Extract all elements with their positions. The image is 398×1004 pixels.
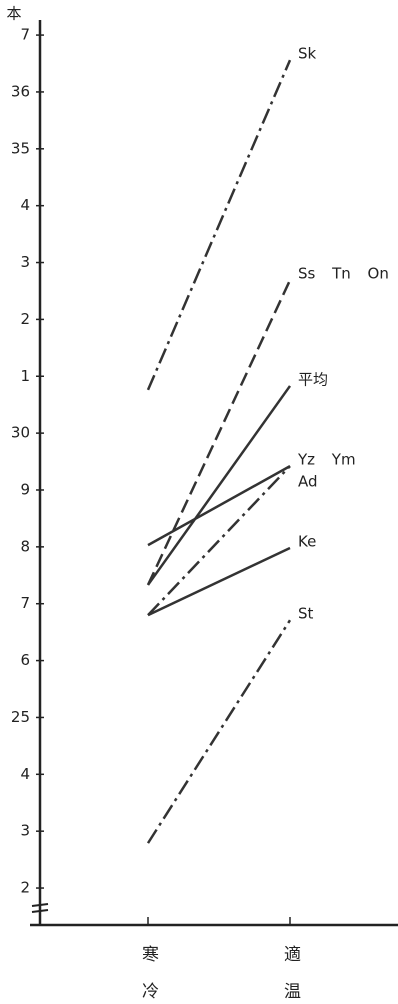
y-tick-label: 2: [20, 310, 30, 328]
series-label: Ss Tn On: [298, 265, 389, 283]
series-label: Ad: [298, 473, 318, 491]
axis-break: [31, 903, 49, 907]
series-label: Sk: [298, 45, 317, 63]
y-tick-label: 8: [20, 537, 30, 555]
y-tick-label: 30: [11, 424, 30, 442]
y-tick-label: 25: [11, 708, 30, 726]
series-line: [147, 546, 291, 617]
y-tick-label: 3: [20, 253, 30, 271]
y-tick-label: 6: [20, 651, 30, 669]
y-tick-label: 36: [11, 82, 30, 100]
series-label: 平均: [298, 370, 328, 388]
series-line: [146, 385, 292, 586]
series-line: [146, 59, 292, 391]
x-tick-label: 適温: [280, 945, 301, 1004]
y-tick-label: 7: [20, 26, 30, 44]
x-tick-label: 寒冷: [138, 945, 159, 1004]
y-tick-label: 4: [20, 765, 30, 783]
y-tick-label: 1: [20, 367, 30, 385]
series-line: [146, 619, 292, 844]
y-tick-label: 35: [11, 139, 30, 157]
axis-break: [31, 909, 49, 913]
y-tick-label: 4: [20, 196, 30, 214]
y-tick-label: 3: [20, 822, 30, 840]
series-label: St: [298, 605, 314, 623]
series-line: [147, 465, 291, 616]
y-tick-label: 7: [20, 594, 30, 612]
series-label: Ke: [298, 532, 316, 550]
series-label: Yz Ym: [297, 451, 356, 469]
y-tick-label: 9: [20, 480, 30, 498]
series-line: [146, 279, 292, 586]
y-unit: 本: [6, 5, 21, 23]
series-line: [147, 465, 291, 547]
y-tick-label: 2: [20, 879, 30, 897]
